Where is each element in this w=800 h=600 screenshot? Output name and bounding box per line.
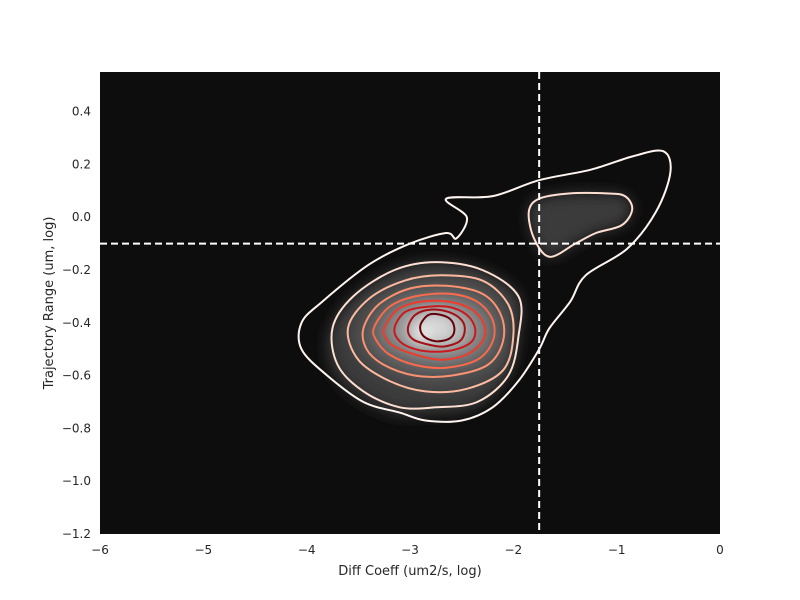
y-tick-label: −1.0: [62, 474, 91, 488]
contour-line: [361, 284, 506, 378]
y-axis-label: Trajectory Range (um, log): [42, 217, 57, 391]
contour-line: [330, 261, 523, 410]
contour-line: [527, 191, 634, 258]
contour-line: [419, 312, 456, 343]
contour-lines: [297, 149, 672, 423]
contour-line: [346, 274, 515, 394]
y-tick-label: −0.6: [62, 369, 91, 383]
y-tick-label: 0.2: [72, 157, 91, 171]
contour-line: [297, 149, 672, 423]
filled-level: [528, 192, 633, 257]
x-tick-label: −3: [401, 543, 419, 557]
y-tick-label: −0.4: [62, 316, 91, 330]
axis-ticks: −6 −5 −4 −3 −2 −1 0 −1.2 −1.0 −0.8 −0.6 −0.4 −0.2 0.0…: [62, 105, 724, 557]
x-tick-label: −4: [298, 543, 316, 557]
contour-line: [372, 292, 496, 369]
x-tick-label: −6: [91, 543, 109, 557]
y-tick-label: 0.0: [72, 210, 91, 224]
x-axis-label: Diff Coeff (um2/s, log): [338, 564, 481, 579]
x-tick-label: −1: [608, 543, 626, 557]
x-tick-label: −5: [194, 543, 212, 557]
contour-line: [382, 299, 487, 361]
contour-line: [393, 305, 477, 353]
y-tick-label: 0.4: [72, 105, 91, 119]
threshold-lines: [100, 72, 720, 534]
y-tick-label: −0.8: [62, 421, 91, 435]
y-tick-label: −1.2: [62, 527, 91, 541]
contour-line: [406, 308, 466, 348]
x-tick-label: 0: [716, 543, 724, 557]
y-tick-label: −0.2: [62, 263, 91, 277]
x-tick-label: −2: [504, 543, 522, 557]
